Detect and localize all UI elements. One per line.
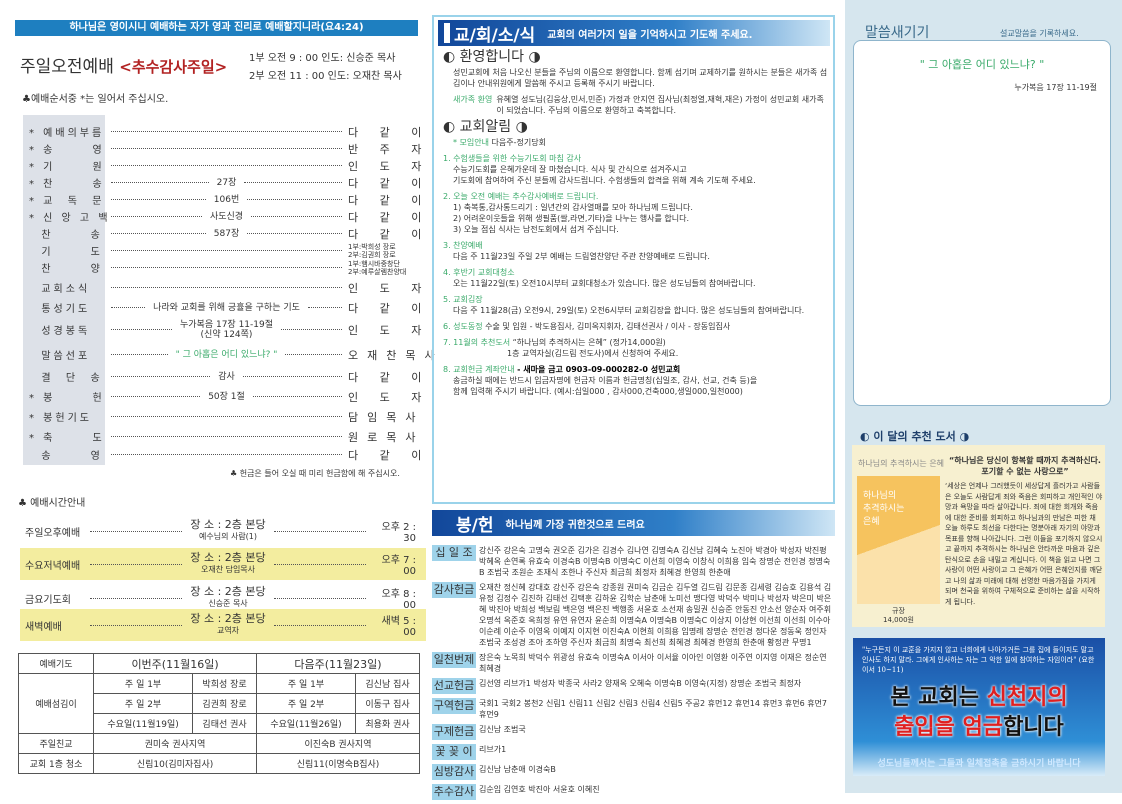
schedule-row: 주일오후예배 장 소 : 2층 본당 예수님의 사람(1) 오후 2 : 30 bbox=[25, 518, 416, 545]
offering-row: 심방감사 김신남 남춘애 이경숙B bbox=[432, 764, 556, 780]
bank-account: - 새마을 금고 0903-09-000282-0 성민교회 bbox=[517, 365, 681, 374]
offering-list: 십 일 조 강신주 강은숙 고명숙 권오준 김가은 김경수 김나연 김명숙A 김신… bbox=[432, 545, 835, 804]
offering-row: 십 일 조 강신주 강은숙 고명숙 권오준 김가은 김경수 김나연 김명숙A 김신… bbox=[432, 545, 835, 578]
notice-items: 1. 수험생들을 위한 수능기도회 마침 감사 수능기도회를 은혜가운데 잘 마쳤… bbox=[443, 153, 828, 316]
news-box bbox=[432, 15, 835, 504]
notice-item: 5. 교회김장 다음 주 11월28(금) 오전9시, 29일(토) 오전6시부터… bbox=[443, 295, 805, 315]
sermon-reference: 누가복음 17장 11-19절 bbox=[1014, 83, 1097, 92]
order-row: 말씀선포 " 그 아홉은 어디 있느냐? " 오재찬목사 bbox=[29, 348, 444, 363]
offering-row: 일천번제 장은숙 노목희 박덕수 위광성 유효숙 이명숙A 이서아 이서율 이아인… bbox=[432, 652, 827, 673]
order-row: * 예배의부름 다 같 이 bbox=[29, 125, 431, 140]
order-label-column bbox=[23, 115, 105, 465]
order-row: * 봉헌기도 담임목사 bbox=[29, 410, 425, 425]
notice-item: 3. 찬양예배 다음 주 11월23일 주일 2부 예배는 드림열찬양단 주관 찬… bbox=[443, 241, 710, 261]
news-header: 교/회/소/식 교회의 여러가지 일을 기억하시고 기도해 주세요. bbox=[438, 20, 830, 46]
schedule-row: 새벽예배 장 소 : 2층 본당 교역자 새벽 5 : 00 bbox=[20, 609, 426, 641]
warning-sub: 성도님들께서는 그들과 일체접촉을 금하시기 바랍니다 bbox=[877, 759, 1081, 769]
prayer-table: 예배기도 이번주(11월16일) 다음주(11월23일) 예배섬김이 주 일 1부 박희… bbox=[17, 653, 420, 774]
offering-row: 구제헌금 김신남 조범국 bbox=[432, 724, 526, 740]
book-headline: “하나님은 당신이 항복할 때까지 추격하신다. 포기할 수 없는 사랑으로” bbox=[949, 456, 1101, 476]
order-row: 교회소식 인 도 자 bbox=[29, 281, 431, 296]
notice-item: 4. 후반기 교회대청소 오는 11월22일(토) 오전10시부터 교회대청소가 … bbox=[443, 268, 756, 288]
offering-row: 선교헌금 김선영 리브가1 박성자 박종국 사라2 양재옥 오혜숙 이명숙B 이영… bbox=[432, 678, 802, 694]
service-times: 1부 오전 9 : 00 인도: 신승준 목사 2부 오전 11 : 00 인도:… bbox=[249, 53, 402, 82]
scripture-banner: 하나님은 영이시니 예배하는 자가 영과 진리로 예배할지니라(요4:24) bbox=[15, 20, 418, 36]
warning-headline: 본 교회는 신천지의 출입을 엄금합니다 bbox=[890, 685, 1068, 740]
order-row: 통성기도 나라와 교회를 위해 긍휼을 구하는 기도 다 같 이 bbox=[29, 301, 431, 316]
offering-row: 감사헌금 오재찬 정신혜 강대호 강신주 강은숙 강종원 권미숙 김금순 김두열 … bbox=[432, 582, 832, 647]
offering-header: 봉/헌 하나님께 가장 귀한것으로 드려요 bbox=[432, 510, 835, 536]
book-name: 하나님의 추격하시는 은혜 bbox=[858, 459, 945, 468]
order-note: ♣예배순서중 *는 일어서 주십시오. bbox=[22, 94, 169, 105]
warning-banner bbox=[853, 638, 1105, 776]
order-row: 기 도 1부:박희성 장로 2부:김권희 장로 bbox=[29, 242, 396, 259]
offering-row: 구역헌금 국회1 국회2 봉천2 신림1 신림11 신림2 신림3 신림4 신림5… bbox=[432, 698, 828, 719]
book-cover-image: 하나님의 추격하시는 은혜 bbox=[857, 476, 940, 604]
sermon-note-sub: 설교말씀을 기록하세요. bbox=[1000, 29, 1079, 38]
order-row: * 봉 헌 50장 1절 인 도 자 bbox=[29, 390, 431, 405]
order-row: * 축 도 원로목사 bbox=[29, 430, 425, 445]
sermon-note-title: 말씀새기기 bbox=[865, 25, 930, 41]
service-subtitle: <추수감사주일> bbox=[119, 58, 228, 76]
order-row: * 찬 송 27장 다 같 이 bbox=[29, 176, 431, 191]
order-row: 결 단 송 감사 다 같 이 bbox=[29, 370, 431, 385]
offering-note: ♣ 헌금은 들어 오실 때 미리 헌금함에 해 주십시오. bbox=[230, 469, 400, 478]
order-row: 찬 양 1부:햄시바중창단 2부:예루살렘찬양대 bbox=[29, 259, 407, 276]
book-description: ‘세상은 언제나 그러했듯이 세상답게 흘러가고 사람들은 오늘도 사람답게 죄… bbox=[945, 482, 1103, 606]
sermon-note-area[interactable] bbox=[853, 40, 1111, 406]
schedule-row: 금요기도회 장 소 : 2층 본당 신승준 목사 오후 8 : 00 bbox=[25, 585, 416, 612]
notice-item: 1. 수험생들을 위한 수능기도회 마침 감사 수능기도회를 은혜가운데 잘 마쳤… bbox=[443, 154, 756, 185]
offering-row: 추수감사 김순임 김연호 박진아 서윤호 이혜진 bbox=[432, 784, 600, 800]
book-price: 규장 14,000원 bbox=[883, 607, 914, 624]
order-row: 찬 송 587장 다 같 이 bbox=[29, 227, 431, 242]
notice-item: 2. 오늘 오전 예배는 추수감사예배로 드립니다. 1) 축복통,감사통드리기 … bbox=[443, 192, 693, 234]
schedule-row: 수요저녁예배 장 소 : 2층 본당 오재찬 담임목사 오후 7 : 00 bbox=[20, 548, 426, 580]
order-row: 성경봉독 누가복음 17장 11-19절 (신약 124쪽) 인 도 자 bbox=[29, 319, 431, 340]
sermon-quote: " 그 아홉은 어디 있느냐? " bbox=[919, 58, 1045, 71]
news-content: ◐ 환영합니다 ◑ 성민교회에 처음 나오신 분들을 주님의 이름으로 환영합니… bbox=[443, 49, 828, 396]
order-row: * 신 앙 고 백 사도신경 다 같 이 bbox=[29, 210, 431, 225]
book-title-heading: ◐ 이 달의 추천 도서 ◑ bbox=[860, 430, 970, 443]
order-row: * 교 독 문 106번 다 같 이 bbox=[29, 193, 431, 208]
offering-row: 꽃 꽂 이 리브가1 bbox=[432, 744, 835, 760]
warning-quote: "누구든지 이 교훈을 가지지 않고 너희에게 나아가거든 그를 집에 들이지도… bbox=[862, 646, 1095, 674]
schedule-title: ♣ 예배시간안내 bbox=[18, 498, 86, 509]
service-title: 주일오전예배 <추수감사주일> bbox=[20, 57, 228, 77]
